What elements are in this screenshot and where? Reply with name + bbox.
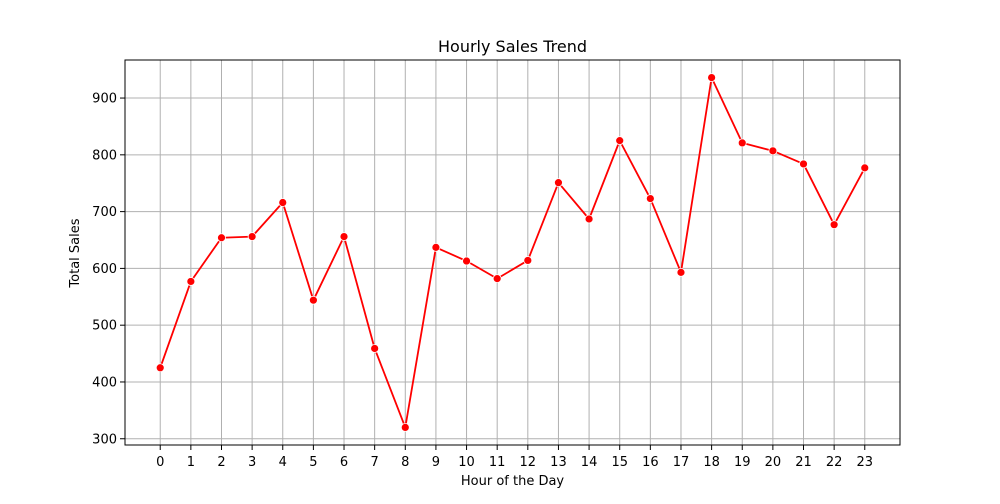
y-tick-label: 400 (92, 375, 117, 390)
grid (125, 60, 900, 445)
data-point (584, 214, 594, 224)
x-tick-label: 2 (217, 455, 225, 470)
x-axis: 0 1 2 3 4 5 6 7 8 9 10 11 12 13 14 15 16 17 18 19 20 21 22 23 (156, 445, 873, 470)
data-point (676, 267, 686, 277)
y-axis: 300 400 500 600 700 800 900 (92, 92, 125, 447)
x-tick-label: 20 (765, 455, 782, 470)
x-tick-label: 1 (187, 455, 195, 470)
x-tick-label: 13 (550, 455, 567, 470)
data-point (186, 277, 196, 286)
x-tick-label: 23 (856, 455, 873, 470)
y-tick-label: 700 (92, 205, 117, 220)
x-tick-label: 17 (673, 455, 690, 470)
data-point (768, 146, 778, 156)
x-tick-label: 16 (642, 455, 659, 470)
data-point (615, 136, 625, 146)
data-point (217, 233, 226, 243)
x-tick-label: 9 (432, 455, 440, 470)
data-point (278, 198, 288, 207)
x-tick-label: 11 (489, 455, 506, 470)
data-point (431, 242, 441, 252)
x-tick-label: 12 (520, 455, 537, 470)
x-tick-label: 4 (279, 455, 287, 470)
x-tick-label: 5 (309, 455, 317, 470)
plot-frame (124, 59, 901, 446)
x-tick-label: 0 (156, 455, 164, 470)
data-point (554, 178, 563, 188)
x-tick-label: 21 (795, 455, 812, 470)
data-point (799, 159, 808, 169)
x-tick-label: 8 (401, 455, 409, 470)
data-point (462, 256, 471, 266)
x-tick-label: 10 (458, 455, 475, 470)
data-point (829, 220, 839, 230)
x-tick-label: 3 (248, 455, 256, 470)
x-axis-title: Hour of the Day (461, 474, 565, 489)
x-tick-label: 18 (703, 455, 720, 470)
data-point (492, 274, 502, 284)
chart-title: Hourly Sales Trend (438, 37, 587, 56)
x-tick-label: 7 (371, 455, 379, 470)
y-tick-label: 800 (92, 148, 117, 163)
data-point (645, 194, 655, 203)
y-tick-label: 500 (92, 319, 117, 334)
y-axis-title: Total Sales (68, 218, 83, 288)
y-tick-label: 300 (92, 432, 117, 447)
series-line (159, 76, 866, 429)
data-point (707, 73, 717, 83)
series-layer (155, 73, 870, 432)
data-point (370, 344, 380, 353)
x-tick-label: 14 (581, 455, 598, 470)
data-point (339, 232, 349, 242)
y-tick-label: 900 (92, 92, 117, 107)
x-tick-label: 6 (340, 455, 348, 470)
y-tick-label: 600 (92, 262, 117, 277)
data-point (523, 256, 533, 265)
data-point (155, 363, 165, 373)
data-point (737, 138, 747, 148)
data-point (247, 232, 257, 242)
x-tick-label: 19 (734, 455, 751, 470)
data-point (400, 422, 410, 432)
x-tick-label: 15 (611, 455, 628, 470)
data-point (308, 295, 318, 305)
x-tick-label: 22 (826, 455, 843, 470)
data-point (860, 163, 870, 173)
